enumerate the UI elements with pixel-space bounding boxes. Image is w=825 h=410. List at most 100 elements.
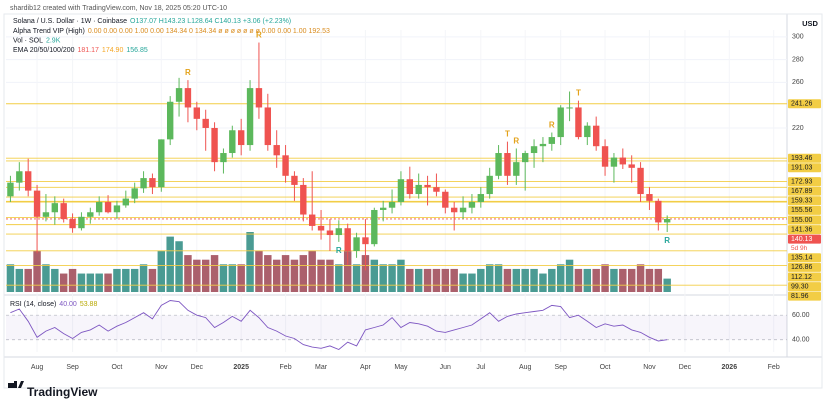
candle-body — [344, 228, 351, 251]
x-tick-label: Apr — [360, 364, 372, 371]
candle-body — [166, 101, 174, 140]
candle-body — [495, 153, 502, 176]
y-tick-label: 280 — [792, 56, 804, 63]
price-badge-label: 126.86 — [791, 264, 813, 271]
volume-bar — [157, 250, 166, 292]
candle-body — [193, 107, 201, 119]
x-tick-label: Oct — [600, 364, 611, 371]
candle-body — [7, 182, 14, 197]
candle-body — [308, 214, 316, 226]
volume-bar — [335, 264, 343, 292]
indicator-name: Vol · SOL — [13, 37, 43, 44]
candle-body — [264, 107, 272, 146]
volume-bar — [6, 264, 15, 292]
volume-bar — [95, 273, 103, 292]
price-badge — [788, 253, 821, 263]
volume-bar — [592, 268, 600, 292]
candle-body — [60, 203, 67, 220]
volume-bar — [51, 268, 59, 292]
volume-bar — [122, 268, 130, 292]
volume-bar — [139, 264, 148, 292]
candle-body — [477, 194, 485, 203]
candle-body — [220, 153, 227, 163]
volume-bar — [343, 250, 352, 292]
x-tick-label: Mar — [315, 364, 328, 371]
volume-bar — [264, 255, 272, 292]
volume-bar — [281, 255, 290, 292]
price-badge-label: 241.26 — [791, 101, 813, 108]
price-badge-label: 112.12 — [791, 274, 812, 281]
legend-line: Solana / U.S. Dollar · 1W · Coinbase O137… — [13, 18, 291, 25]
attribution: shardib12 created with TradingView.com, … — [10, 5, 227, 12]
logo-shape — [8, 381, 24, 388]
volume-bar — [201, 259, 210, 292]
volume-bar — [42, 264, 50, 292]
price-badge-label: 155.56 — [791, 207, 813, 214]
candle-body — [104, 202, 112, 213]
x-tick-label: Aug — [519, 364, 532, 371]
price-badge — [788, 291, 821, 301]
volume-bar — [521, 268, 529, 292]
volume-bar — [423, 268, 432, 292]
volume-bar — [308, 250, 316, 292]
volume-bar — [246, 232, 254, 292]
x-tick-label: Jun — [440, 364, 451, 371]
volume-bar — [219, 264, 228, 292]
candle-body — [282, 155, 289, 176]
volume-bar — [556, 264, 565, 292]
x-tick-label: Dec — [191, 364, 204, 371]
x-tick-label: Feb — [280, 364, 292, 371]
candle-body — [33, 190, 41, 217]
price-badge — [788, 272, 821, 282]
volume-bar — [565, 259, 574, 292]
volume-bar — [601, 264, 609, 292]
candle-body — [450, 207, 458, 213]
price-badge-label: 81.96 — [791, 293, 809, 300]
price-badge — [788, 215, 821, 225]
candle-body — [140, 178, 147, 189]
price-badge — [788, 205, 821, 215]
volume-bar — [113, 268, 121, 292]
volume-bar — [627, 268, 636, 292]
volume-bar — [255, 250, 263, 292]
candle-body — [468, 202, 476, 208]
candle-body — [530, 146, 538, 154]
price-badge-label: 191.03 — [791, 165, 813, 172]
signal-label: R — [549, 121, 555, 130]
y-tick-label: 260 — [792, 79, 804, 86]
signal-label: R — [185, 68, 191, 77]
candle-body — [601, 146, 609, 167]
x-tick-label: Nov — [643, 364, 656, 371]
signal-label: R — [513, 137, 519, 146]
currency: USD — [802, 19, 818, 28]
volume-bar — [485, 264, 494, 292]
tradingview-logo-icon — [8, 381, 24, 388]
price-badge-label: 99.30 — [791, 283, 809, 290]
volume-bar — [68, 268, 77, 292]
volume-bar — [636, 264, 645, 292]
rsi-band — [6, 315, 787, 340]
volume-bar — [228, 264, 237, 292]
candle-body — [442, 191, 449, 208]
x-tick-label: Sep — [554, 364, 567, 371]
volume-bar — [619, 268, 627, 292]
indicator-value: 156.85 — [126, 47, 148, 54]
volume-bar — [370, 259, 379, 292]
x-tick-label: Feb — [768, 364, 780, 371]
candle-body — [433, 187, 440, 192]
volume-bar — [290, 259, 299, 292]
candle-body — [388, 202, 396, 208]
volume-bar — [361, 255, 370, 292]
candle-body — [300, 184, 307, 215]
candle-body — [255, 88, 263, 108]
volume-bar — [104, 273, 112, 292]
price-badge-label: 135.14 — [791, 255, 813, 262]
price-badge-label: 159.33 — [791, 198, 813, 205]
candle-body — [637, 167, 644, 195]
volume-bar — [326, 259, 334, 292]
candle-body — [237, 130, 245, 146]
candle-body — [539, 143, 547, 147]
volume-bar — [397, 259, 405, 292]
price-badge — [788, 163, 821, 173]
